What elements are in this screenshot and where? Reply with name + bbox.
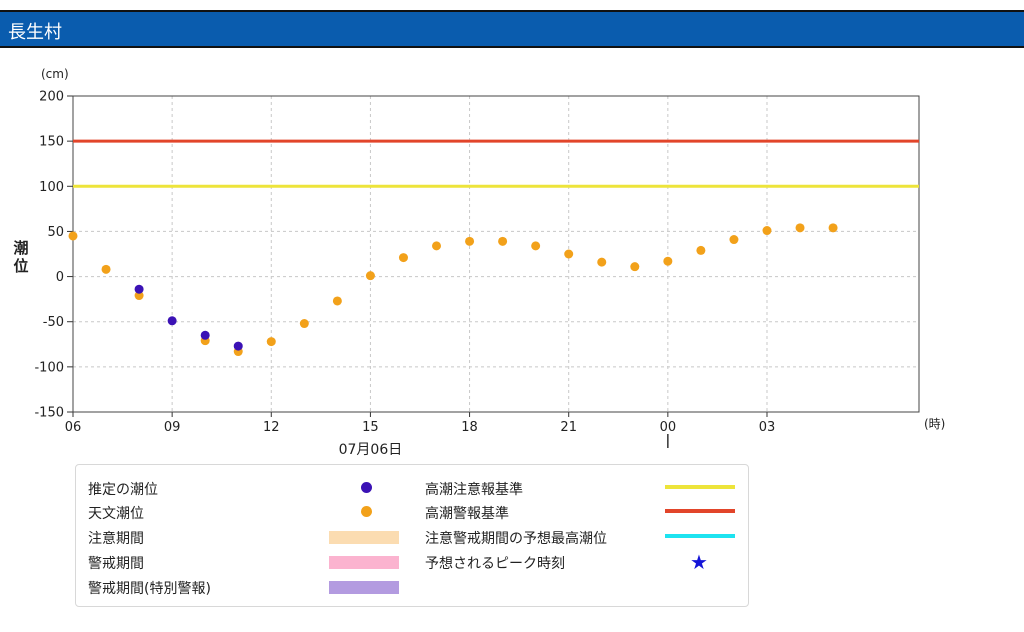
legend-label-predicted-max-tide: 注意警戒期間の予想最高潮位 <box>425 531 607 547</box>
estimated-tide-point <box>167 316 177 326</box>
y-axis-label: 潮 <box>13 239 28 257</box>
y-tick-label: -150 <box>34 406 64 421</box>
legend-label-peak-time: 予想されるピーク時刻 <box>425 556 565 572</box>
legend-estimated-tide-marker <box>361 482 372 493</box>
legend-astronomical-tide-marker <box>361 506 372 517</box>
y-tick-label: -50 <box>43 315 64 330</box>
star-icon: ★ <box>690 550 708 574</box>
astronomical-tide-point <box>564 249 574 259</box>
astronomical-tide-point <box>663 256 673 266</box>
y-unit-label: (cm) <box>41 67 69 81</box>
astronomical-tide-point <box>762 226 772 236</box>
estimated-tide-point <box>233 341 243 351</box>
x-tick-label: 15 <box>362 420 379 435</box>
astronomical-tide-point <box>365 271 375 281</box>
legend-storm-surge-advisory-line <box>665 485 735 489</box>
tide-chart: -150 -100 -50 0 50 100 150 200 09 12 15 18 21 00 03 06 0… <box>13 67 945 458</box>
estimated-tide-point <box>134 284 144 294</box>
astronomical-tide-point <box>332 296 342 306</box>
astronomical-tide-point <box>134 291 144 301</box>
legend-label-astronomical-tide: 天文潮位 <box>88 506 144 522</box>
astronomical-tide-point <box>597 257 607 267</box>
legend-storm-surge-warning-line <box>665 509 735 513</box>
legend: 推定の潮位 天文潮位 注意期間 警戒期間 警戒期間(特別警報) 高潮注意報基準 … <box>75 464 749 607</box>
y-tick-label: 0 <box>56 270 64 285</box>
legend-label-estimated-tide: 推定の潮位 <box>88 482 158 498</box>
plot-frame <box>72 95 920 413</box>
x-tick-label: 00 <box>660 420 677 435</box>
astronomical-tide-point <box>68 231 78 241</box>
astronomical-tide-point <box>531 241 541 251</box>
plot-area <box>73 96 919 412</box>
astronomical-tide-point <box>729 235 739 245</box>
astronomical-tide-point <box>432 241 442 251</box>
station-name: 長生村 <box>8 22 62 43</box>
legend-label-warning-period: 警戒期間 <box>88 556 144 572</box>
astronomical-tide-point <box>398 253 408 263</box>
estimated-tide-point <box>200 330 210 340</box>
astronomical-tide-point <box>266 337 276 347</box>
date-label: 07月06日 <box>339 442 403 458</box>
x-tick-label: 06 <box>65 420 82 435</box>
station-header: 長生村 <box>0 10 1024 48</box>
astronomical-tide-point <box>696 245 706 255</box>
astronomical-tide-point <box>795 223 805 233</box>
y-tick-label: 50 <box>47 225 64 240</box>
legend-special-warning-period-swatch <box>329 581 399 594</box>
astronomical-tide-point <box>465 236 475 246</box>
legend-label-storm-surge-warning: 高潮警報基準 <box>425 506 509 522</box>
astronomical-tide-point <box>299 319 309 329</box>
x-tick-label: 12 <box>263 420 280 435</box>
y-tick-label: 100 <box>39 180 64 195</box>
x-unit-label: (時) <box>924 417 945 431</box>
legend-warning-period-swatch <box>329 556 399 569</box>
y-tick-label: 200 <box>39 90 64 105</box>
astronomical-tide-point <box>101 264 111 274</box>
x-tick-label: 18 <box>461 420 478 435</box>
y-axis-label: 位 <box>13 257 28 275</box>
legend-predicted-max-tide-line <box>665 534 735 538</box>
legend-label-caution-period: 注意期間 <box>88 531 144 547</box>
legend-caution-period-swatch <box>329 531 399 544</box>
y-tick-label: -100 <box>34 360 64 375</box>
x-tick-label: 03 <box>759 420 776 435</box>
legend-label-special-warning-period: 警戒期間(特別警報) <box>88 581 211 597</box>
astronomical-tide-point <box>828 223 838 233</box>
astronomical-tide-point <box>498 236 508 246</box>
legend-label-storm-surge-advisory: 高潮注意報基準 <box>425 482 523 498</box>
astronomical-tide-point <box>630 262 640 272</box>
x-tick-label: 21 <box>560 420 577 435</box>
y-tick-label: 150 <box>39 135 64 150</box>
x-tick-label: 09 <box>164 420 181 435</box>
